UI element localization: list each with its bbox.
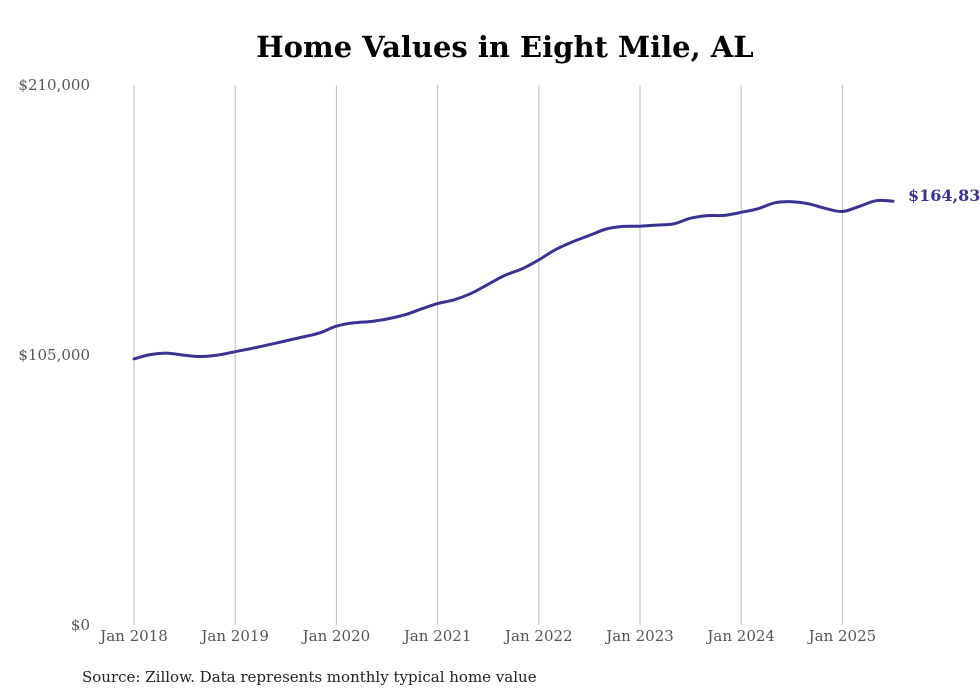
y-tick-label: $105,000 xyxy=(18,346,90,364)
x-tick-label: Jan 2025 xyxy=(807,627,877,645)
x-tick-label: Jan 2023 xyxy=(604,627,674,645)
x-tick-label: Jan 2021 xyxy=(402,627,472,645)
x-tick-label: Jan 2018 xyxy=(98,627,168,645)
y-tick-label: $0 xyxy=(71,616,90,634)
x-tick-label: Jan 2024 xyxy=(705,627,775,645)
chart-title: Home Values in Eight Mile, AL xyxy=(256,30,754,64)
home-value-line xyxy=(132,198,895,361)
x-axis-labels: Jan 2018 Jan 2019 Jan 2020 Jan 2021 Jan 2022… xyxy=(98,627,876,645)
y-tick-label: $210,000 xyxy=(18,76,90,94)
source-note: Source: Zillow. Data represents monthly … xyxy=(82,668,537,686)
y-axis-labels: $0 $105,000 $210,000 xyxy=(18,76,90,634)
gridlines xyxy=(133,85,843,625)
x-tick-label: Jan 2020 xyxy=(301,627,371,645)
x-tick-label: Jan 2022 xyxy=(503,627,573,645)
x-tick-label: Jan 2019 xyxy=(199,627,269,645)
latest-value-label: $164,837 xyxy=(908,186,980,205)
